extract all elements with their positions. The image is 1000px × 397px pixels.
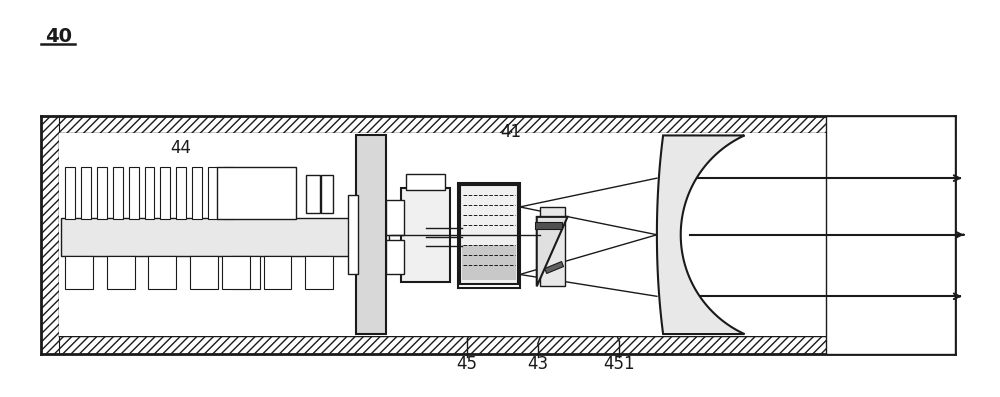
Bar <box>386 200 404 235</box>
Bar <box>97 167 107 219</box>
Bar <box>224 167 234 219</box>
Text: 42: 42 <box>686 139 707 157</box>
Bar <box>406 174 445 190</box>
Bar <box>458 183 520 288</box>
Text: 451: 451 <box>603 355 635 373</box>
Bar <box>107 256 135 289</box>
Bar <box>145 167 154 219</box>
Bar <box>401 188 450 282</box>
Bar <box>176 167 186 219</box>
Bar <box>65 167 75 219</box>
Text: 43: 43 <box>527 355 548 373</box>
Text: 45: 45 <box>457 355 478 373</box>
Bar <box>356 135 386 334</box>
Bar <box>321 175 333 213</box>
Bar <box>148 256 176 289</box>
Bar <box>81 167 91 219</box>
Polygon shape <box>545 262 564 274</box>
Polygon shape <box>540 207 565 286</box>
Bar <box>305 256 333 289</box>
Polygon shape <box>537 217 568 286</box>
Bar <box>222 256 250 289</box>
Bar <box>306 175 320 213</box>
Bar <box>41 116 59 354</box>
Bar <box>348 195 358 274</box>
Bar <box>264 256 291 289</box>
Bar <box>232 256 260 289</box>
Bar <box>460 185 518 284</box>
Bar <box>826 116 955 354</box>
Bar <box>41 116 955 133</box>
Bar <box>59 133 955 336</box>
Text: 41: 41 <box>500 123 521 141</box>
Bar <box>41 336 955 354</box>
Bar <box>129 167 139 219</box>
Bar <box>217 167 296 219</box>
Text: 40: 40 <box>45 27 72 46</box>
Polygon shape <box>657 135 744 334</box>
Bar <box>208 167 218 219</box>
Bar <box>65 256 93 289</box>
Bar <box>113 167 123 219</box>
Text: 44: 44 <box>170 139 191 157</box>
Bar <box>190 256 218 289</box>
Bar <box>192 167 202 219</box>
Polygon shape <box>535 222 562 229</box>
Bar <box>61 218 389 256</box>
Bar <box>160 167 170 219</box>
Bar <box>462 245 516 280</box>
Bar <box>386 240 404 274</box>
